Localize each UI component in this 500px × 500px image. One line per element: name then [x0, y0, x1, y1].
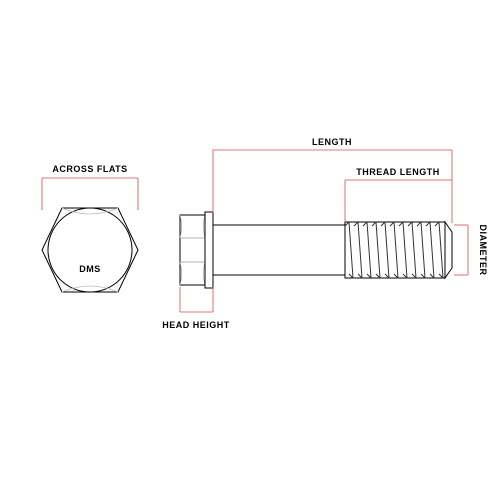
dim-thread-length: THREAD LENGTH — [345, 167, 452, 222]
bolt-head — [180, 215, 205, 285]
bolt-flange — [205, 212, 213, 288]
label-length: LENGTH — [312, 137, 352, 147]
dim-head-height: HEAD HEIGHT — [162, 287, 230, 330]
hex-head-front-view — [42, 208, 138, 292]
label-thread-length: THREAD LENGTH — [356, 167, 440, 177]
bolt-diagram: ACROSS FLATS DMS — [0, 0, 500, 500]
label-head-height: HEAD HEIGHT — [162, 320, 230, 330]
bolt-tip — [445, 222, 452, 278]
dim-across-flats: ACROSS FLATS — [42, 164, 138, 210]
hex-circle — [48, 208, 132, 292]
dim-diameter: DIAMETER — [454, 225, 488, 276]
bolt-shank — [213, 225, 345, 275]
label-dms: DMS — [79, 264, 101, 274]
label-across-flats: ACROSS FLATS — [52, 164, 127, 174]
label-diameter: DIAMETER — [478, 225, 488, 276]
bolt-side-view — [180, 212, 452, 288]
